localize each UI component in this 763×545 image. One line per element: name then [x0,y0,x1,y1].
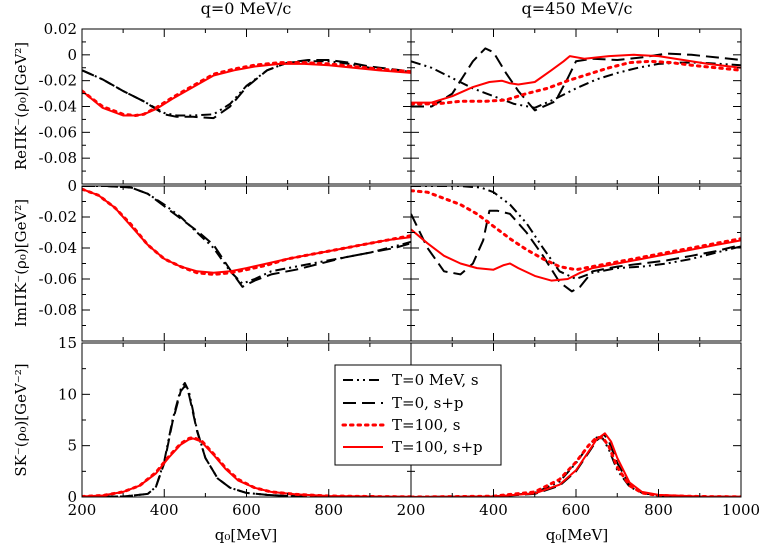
series-im-right-1 [411,209,741,293]
panel-frame [410,28,742,185]
y-tick-label: 15 [58,334,77,352]
y-tick-label: 0.02 [44,20,77,38]
legend-label-t0-s: T=0 MeV, s [392,371,479,389]
legend-box [334,364,502,466]
panel-im-left: 0 -0.02 -0.04 -0.06 -0.08 [39,177,412,342]
series-s-left-1 [82,385,411,497]
y-tick-label: -0.04 [39,98,77,116]
x-tick-label: 200 [397,501,426,519]
y-tick-label: -0.08 [39,149,77,167]
panel-re-left: 0.02 0 -0.02 -0.04 -0.06 -0.08 [39,20,412,185]
series-im-left-2 [82,187,411,276]
series-re-right-2 [411,59,741,106]
series-re-right-3 [411,53,741,104]
y-tick-label: -0.04 [39,239,77,257]
x-tick-label: 600 [562,501,591,519]
legend-label-t0-sp: T=0, s+p [392,394,464,412]
y-tick-label: -0.06 [39,270,77,288]
y-tick-label: 0 [67,46,77,64]
y-tick-label: 5 [67,437,77,455]
panel-frame [81,185,412,342]
column-title-right: q=450 MeV/c [521,0,632,18]
y-axis-label-s: SK⁻(ρ₀)[GeV⁻²] [12,363,30,476]
y-axis-label-re: ReΠK⁻(ρ₀)[GeV²] [12,42,30,170]
series-im-right-0 [411,186,741,280]
legend: T=0 MeV, s T=0, s+p T=100, s T=100, s+p [334,364,502,466]
panel-re-right [410,28,742,185]
legend-label-t100-sp: T=100, s+p [392,438,483,456]
x-axis-label-left: q₀[MeV] [215,526,277,544]
y-tick-label: -0.02 [39,208,77,226]
series-re-right-0 [411,60,741,109]
x-tick-label: 600 [232,501,261,519]
panel-frame [81,28,412,185]
series-re-left-3 [82,62,411,117]
x-axis-label-right: q₀[MeV] [546,526,608,544]
x-tick-label: 400 [150,501,179,519]
legend-label-t100-s: T=100, s [392,416,460,434]
x-tick-label: 200 [68,501,97,519]
y-tick-label: -0.06 [39,123,77,141]
panel-im-right [410,185,742,342]
column-title-left: q=0 MeV/c [201,0,292,18]
y-tick-label: 0 [67,488,77,506]
y-tick-label: -0.02 [39,72,77,90]
x-tick-label: 400 [479,501,508,519]
series-im-left-1 [82,186,411,288]
y-tick-label: -0.08 [39,301,77,319]
series-s-right-3 [411,432,741,497]
series-re-right-1 [411,47,741,112]
series-im-left-3 [82,188,411,274]
series-im-left-0 [82,186,411,285]
series-re-left-1 [82,59,411,120]
y-tick-label: 0 [67,177,77,195]
series-im-right-2 [411,189,741,272]
series-im-right-3 [411,228,741,282]
series-re-left-2 [82,61,411,117]
x-tick-label: 800 [644,501,673,519]
y-tick-label: 10 [58,385,77,403]
y-axis-label-im: ImΠK⁻(ρ₀)[GeV²] [12,199,30,327]
x-tick-label: 1000 [722,501,760,519]
series-s-left-3 [82,437,411,497]
x-tick-label: 800 [314,501,343,519]
